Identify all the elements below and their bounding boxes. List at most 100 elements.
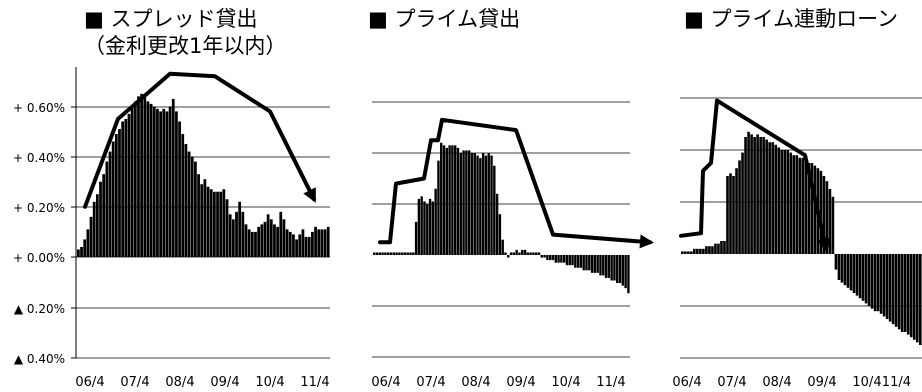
x-tick-label: 06/4 [75,375,104,390]
bar [462,150,465,255]
bar [459,153,462,255]
bar [593,255,597,273]
bar [554,255,557,263]
bar [810,163,814,254]
x-tick-label: 08/4 [461,375,490,390]
x-tick-label: 10/4 [255,375,284,390]
bar [420,196,423,255]
bar [451,145,454,255]
bar [295,239,298,257]
bar [301,229,305,257]
bar [840,254,844,283]
bar [386,252,390,255]
chart-title-line-2: （金利更改1年以内） [84,34,286,58]
x-tick-label: 09/4 [807,375,836,390]
bar [282,219,286,257]
bar [168,106,172,258]
bar [276,226,279,257]
bar [699,248,702,254]
bar [548,255,552,261]
bar [596,255,599,273]
bar [133,101,137,257]
bar [263,221,267,257]
bar [750,134,753,254]
bar [690,251,693,254]
trend-arrowhead [817,237,831,253]
bar [257,226,261,257]
bar [535,252,538,255]
trend-arrow [83,71,316,209]
y-tick-label: + 0.20% [13,201,65,215]
bar [729,173,732,254]
bar [228,214,232,257]
bar [398,252,401,255]
bar [732,176,735,254]
bar [768,142,771,254]
bar [454,145,457,255]
bar [789,152,793,254]
bar [184,144,188,257]
bar [532,252,535,255]
bar-series [77,93,330,258]
bar [588,255,591,271]
bar [194,161,197,257]
bar [705,246,708,254]
bar [414,221,418,255]
bar [693,248,696,254]
bar [509,252,513,255]
bar [529,252,532,255]
x-tick-label: 07/4 [717,375,746,390]
bar [467,150,471,255]
bar [507,255,510,258]
bar [389,252,393,255]
bar [861,254,865,301]
bar [582,255,585,271]
bar [165,111,169,257]
trend-arrowhead [639,234,654,249]
bar [873,254,877,312]
bar [311,231,314,257]
bar [384,252,387,255]
bar [540,255,543,258]
trend-arrow [679,98,828,251]
bar [599,255,602,276]
bar [222,189,226,257]
bar [238,201,242,257]
bar [80,246,83,257]
bar [795,155,799,254]
bar [241,211,245,257]
y-tick-label: + 0.60% [13,101,65,115]
bar [624,255,627,289]
bar [915,254,919,343]
bar [604,255,608,278]
bar [777,147,781,254]
bar [317,229,321,257]
bar [118,128,121,257]
bar [476,155,479,255]
bar [843,254,847,286]
bar [876,254,880,312]
bar [89,216,93,257]
bar [235,211,238,257]
bar-series [681,131,922,345]
x-tick-label: 10/4 [852,375,881,390]
bar [99,181,102,257]
bar [822,176,826,254]
bar [448,145,451,255]
x-tick-label: 07/4 [120,375,149,390]
bar [143,96,147,257]
bar [687,251,690,254]
bar [152,106,156,258]
bar [565,255,569,266]
bar [212,191,216,257]
bar [162,108,166,257]
bar [395,252,398,255]
bar [723,241,726,254]
bar [440,142,443,255]
chart-title-line-1: ■ スプレッド貸出 [84,7,258,31]
bar [906,254,910,335]
bar [426,204,429,255]
bar [288,231,292,257]
y-tick-label: ▲ 0.40% [14,352,65,366]
